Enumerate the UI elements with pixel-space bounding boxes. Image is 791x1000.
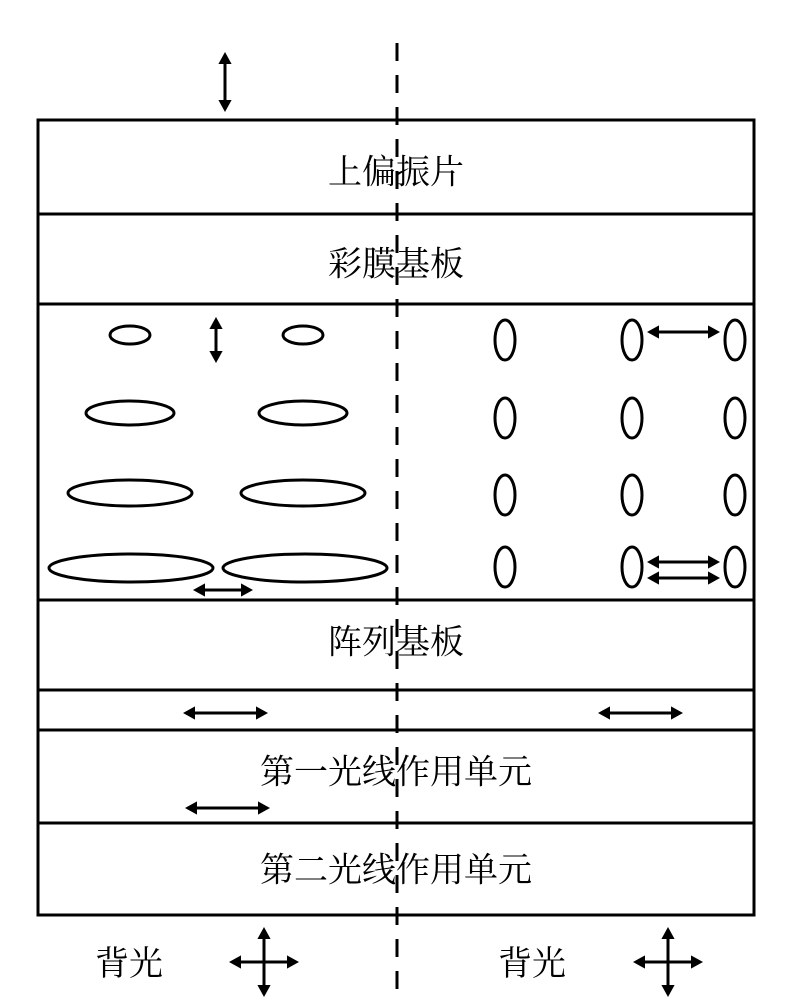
backlight-left-label: 背光	[95, 936, 163, 985]
backlight-right-label: 背光	[498, 936, 566, 985]
